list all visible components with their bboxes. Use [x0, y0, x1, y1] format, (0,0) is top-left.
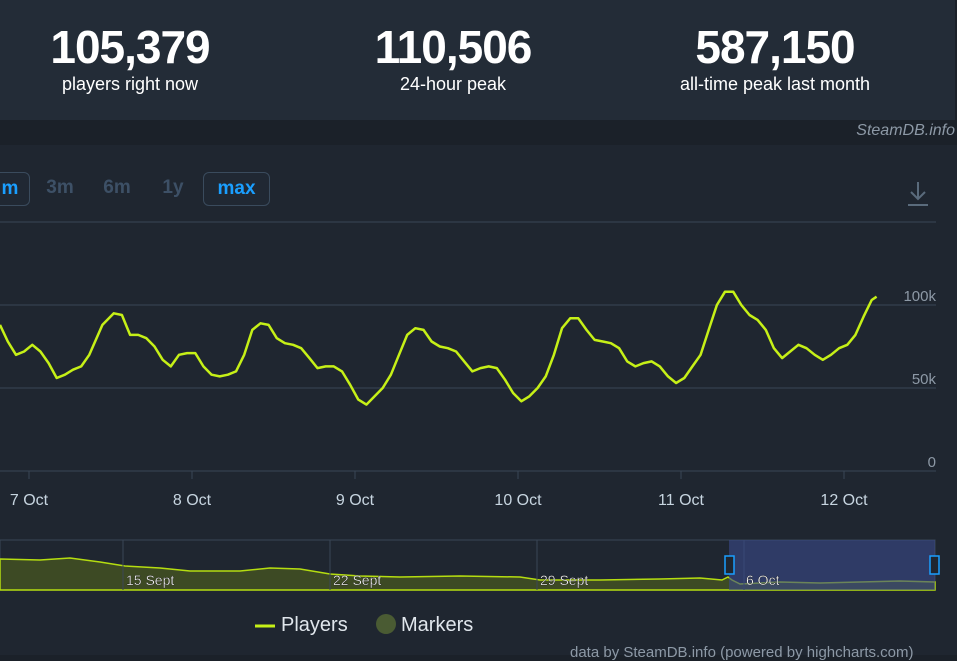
download-icon[interactable]: [906, 180, 930, 208]
stat-label: all-time peak last month: [679, 74, 871, 94]
navigator-handle-right[interactable]: [929, 555, 940, 575]
credit-bottom[interactable]: data by SteamDB.info (powered by highcha…: [570, 644, 914, 661]
navigator-handle-left[interactable]: [724, 555, 735, 575]
navigator-tick-label: 29 Sept: [540, 572, 588, 588]
navigator-tick-label: 22 Sept: [333, 572, 381, 588]
navigator-selection[interactable]: [729, 540, 935, 590]
y-tick-label: 100k: [903, 288, 936, 305]
stat-value: 105,379: [50, 21, 210, 73]
x-tick-label: 8 Oct: [173, 492, 212, 509]
navigator-tick-label: 15 Sept: [126, 572, 174, 588]
stat-current-players: 105,379 players right now: [0, 22, 280, 95]
x-tick-label: 7 Oct: [10, 492, 49, 509]
legend-label: Markers: [401, 614, 474, 636]
stat-24h-peak: 110,506 24-hour peak: [303, 22, 603, 95]
stats-bar: 105,379 players right now 110,506 24-hou…: [0, 0, 955, 120]
legend-circle-icon: [376, 613, 396, 634]
stat-label: players right now: [61, 74, 199, 94]
credit-steamdb[interactable]: SteamDB.info: [856, 122, 955, 139]
legend-line-icon: [255, 624, 275, 628]
range-button-3m[interactable]: 3m: [46, 177, 74, 198]
x-tick-label: 11 Oct: [658, 492, 705, 509]
x-tick-label: 10 Oct: [494, 492, 542, 509]
y-tick-label: 50k: [912, 371, 937, 388]
range-button-max[interactable]: max: [203, 172, 270, 206]
legend-item-markers[interactable]: Markers: [375, 613, 474, 637]
players-series-line: [0, 290, 878, 406]
x-tick-label: 9 Oct: [336, 492, 375, 509]
y-tick-label: 0: [928, 454, 936, 471]
stat-label: 24-hour peak: [399, 74, 507, 94]
legend-item-players[interactable]: Players: [255, 614, 348, 637]
y-axis-labels: 0 50k 100k: [903, 288, 936, 471]
range-button-1y[interactable]: 1y: [162, 177, 184, 198]
stat-value: 110,506: [374, 21, 533, 73]
navigator[interactable]: 15 Sept 22 Sept 29 Sept 6 Oct: [0, 539, 940, 591]
navigator-tick-label: 6 Oct: [746, 572, 780, 588]
range-button-6m[interactable]: 6m: [103, 177, 131, 198]
chart-grid: [0, 221, 936, 472]
stat-all-time-peak: 587,150 all-time peak last month: [625, 22, 925, 95]
legend-label: Players: [281, 614, 348, 636]
x-tick-label: 12 Oct: [820, 492, 868, 509]
range-button-1m[interactable]: m: [0, 172, 30, 206]
stat-value: 587,150: [695, 21, 855, 73]
x-axis-labels: 7 Oct 8 Oct 9 Oct 10 Oct 11 Oct 12 Oct: [10, 471, 868, 509]
